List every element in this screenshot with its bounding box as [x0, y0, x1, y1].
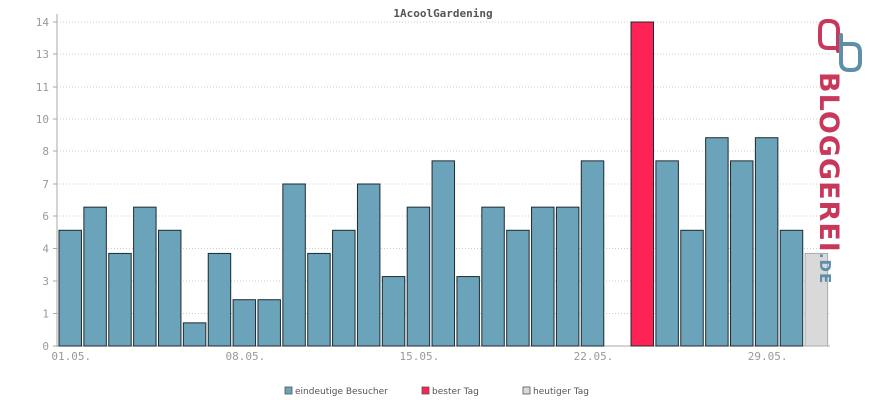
bloggerei-logo: BLOGGEREI.DE — [813, 19, 862, 284]
x-tick-label: 08.05. — [225, 350, 265, 363]
bar — [108, 252, 132, 347]
logo-wordmark: BLOGGEREI.DE — [813, 72, 844, 284]
bar — [58, 229, 82, 347]
bar — [456, 276, 480, 347]
bar — [83, 206, 107, 347]
chart-title: 1AcoolGardening — [393, 7, 492, 20]
x-tick-label: 29.05. — [748, 350, 788, 363]
bar — [754, 137, 779, 347]
y-tick-label: 13 — [36, 48, 49, 61]
bar — [555, 206, 580, 347]
x-tick-label: 22.05. — [574, 350, 614, 363]
bar — [282, 183, 306, 347]
bar — [133, 206, 157, 347]
bar — [655, 160, 679, 347]
y-tick-label: 0 — [42, 340, 49, 353]
x-tick-label: 01.05. — [51, 350, 91, 363]
bar — [307, 252, 331, 347]
bar — [580, 160, 605, 347]
y-tick-label: 11 — [36, 81, 49, 94]
bar — [779, 229, 804, 347]
y-tick-label: 10 — [36, 113, 49, 126]
bar — [182, 322, 207, 347]
bar — [207, 252, 232, 347]
legend-label: bester Tag — [432, 387, 479, 397]
bar — [381, 276, 406, 347]
bar — [680, 229, 704, 347]
bars — [58, 21, 829, 347]
legend-swatch — [284, 386, 293, 395]
bar — [431, 160, 456, 347]
bar-today — [804, 252, 829, 347]
bar — [531, 206, 555, 347]
y-tick-label: 7 — [42, 178, 49, 191]
bar — [481, 206, 505, 347]
legend: eindeutige Besucher bester Tag heutiger Ta… — [284, 386, 589, 397]
y-tick-label: 14 — [36, 16, 50, 29]
bar — [257, 299, 281, 347]
bar — [232, 299, 257, 347]
legend-item: bester Tag — [421, 386, 479, 397]
bar — [506, 229, 530, 347]
y-tick-label: 3 — [42, 275, 49, 288]
bar — [332, 229, 356, 347]
bar-best-day — [630, 21, 655, 347]
x-tick-label: 15.05. — [400, 350, 440, 363]
bar — [356, 183, 381, 347]
legend-label: eindeutige Besucher — [295, 387, 388, 397]
y-tick-label: 6 — [42, 210, 49, 223]
y-tick-label: 8 — [42, 145, 49, 158]
legend-item: eindeutige Besucher — [284, 386, 388, 397]
bar — [705, 137, 729, 347]
bar — [406, 206, 431, 347]
logo-icon — [818, 19, 862, 72]
bar — [157, 229, 182, 347]
y-tick-label: 4 — [42, 243, 49, 256]
legend-swatch — [421, 386, 430, 395]
legend-swatch — [522, 386, 531, 395]
y-tick-label: 1 — [42, 308, 49, 321]
bar — [730, 160, 754, 347]
legend-label: heutiger Tag — [533, 387, 589, 397]
legend-item: heutiger Tag — [522, 386, 589, 397]
